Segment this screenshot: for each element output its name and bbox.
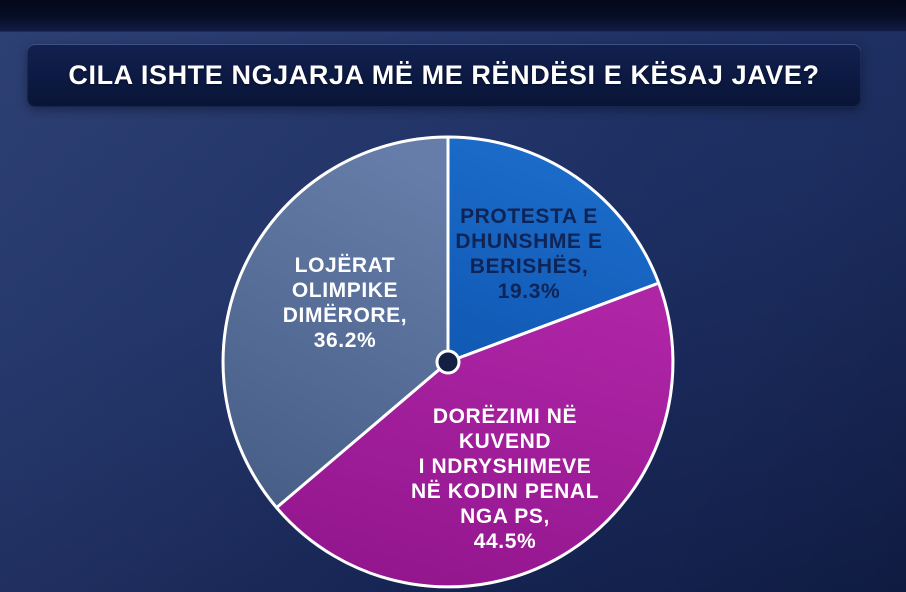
pie-slice-3 bbox=[221, 135, 450, 510]
pie-slice-label-2: DORËZIMI NË KUVEND I NDRYSHIMEVE NË KODIN P… bbox=[411, 405, 599, 553]
top-dark-band bbox=[0, 0, 906, 32]
poll-question-title: CILA ISHTE NGJARJA MË ME RËNDËSI E KËSAJ… bbox=[68, 60, 820, 90]
pie-slice-label-3: LOJËRAT OLIMPIKE DIMËRORE, 36.2% bbox=[283, 254, 407, 352]
pie-slice-label-1: PROTESTA E DHUNSHME E BERISHËS, 19.3% bbox=[455, 205, 602, 303]
pie-center-dot bbox=[435, 349, 461, 375]
pie-slice-1 bbox=[446, 135, 661, 364]
poll-question-banner: CILA ISHTE NGJARJA MË ME RËNDËSI E KËSAJ… bbox=[27, 44, 861, 107]
pie-slice-2 bbox=[275, 281, 675, 589]
